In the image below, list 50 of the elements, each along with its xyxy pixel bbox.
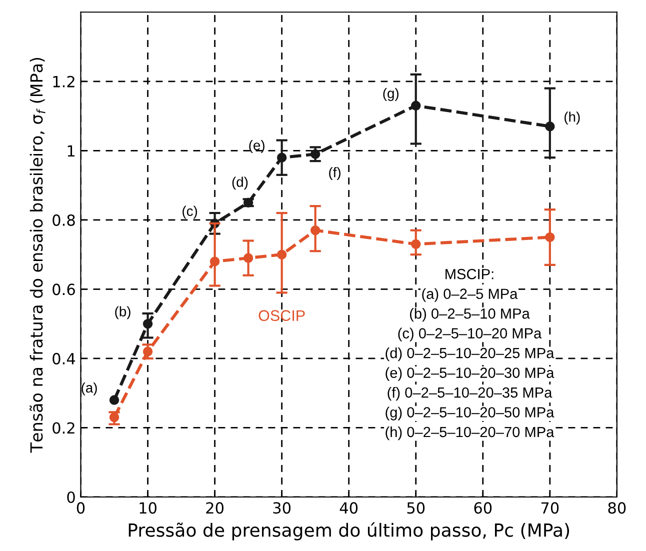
y-tick-label: 0.2 — [52, 422, 74, 434]
text: OSCIP — [258, 310, 305, 322]
x-tick-label: 40 — [340, 502, 358, 514]
x-tick-label: 50 — [407, 502, 425, 514]
annotation: (e) — [249, 140, 264, 153]
annotation: (f) 0–2–5–10–20–35 MPa — [388, 386, 552, 401]
annotation: MSCIP: — [446, 268, 494, 280]
annotation: (g) 0–2–5–10–20–50 MPa — [386, 406, 554, 420]
y-axis-title: Tensão na fratura do ensaio brasileiro, σ$_{f}$ (MPa) — [30, 58, 46, 453]
point — [545, 122, 555, 132]
y-tick-label: 0 — [67, 491, 75, 504]
point — [243, 253, 254, 263]
annotation: (h) 0–2–5–10–20–70 MPa — [386, 426, 554, 440]
annotation: (b) 0–2–5–10 MPa — [410, 308, 530, 322]
x-tick-label: 60 — [474, 502, 492, 514]
point — [310, 149, 320, 159]
point — [142, 346, 153, 356]
point — [545, 232, 555, 242]
point — [109, 395, 120, 405]
x-axis-title: Pressão de prensagem do último passo, Pc (MPa) — [128, 522, 570, 540]
annotation: (a) 0–2–5 MPa — [422, 288, 518, 302]
y-tick-label: 0.8 — [52, 214, 75, 226]
x-tick-label: 0 — [76, 502, 85, 514]
point — [411, 239, 421, 250]
annotation: (c) — [182, 206, 198, 219]
annotation: (d) 0–2–5–10–20–25 MPa — [386, 348, 554, 362]
point — [109, 412, 120, 422]
point — [310, 225, 320, 236]
x-tick-label: 20 — [206, 502, 224, 514]
y-tick-label: 0.6 — [52, 284, 75, 296]
x-tick-label: 10 — [140, 502, 156, 514]
x-tick-label: 30 — [273, 502, 291, 514]
point — [276, 152, 287, 162]
point — [142, 318, 153, 329]
y-tick-label: 1.2 — [53, 76, 74, 88]
annotation: (c) 0–2–5–10–20 MPa — [398, 328, 542, 342]
annotation: (f) — [329, 167, 340, 180]
y-tick-label: 0.4 — [52, 352, 76, 364]
x-tick-label: 70 — [541, 502, 559, 514]
annotation: (b) — [115, 306, 130, 320]
annotation: (e) 0–2–5–10–20–30 MPa — [386, 367, 554, 381]
annotation: (g) — [383, 88, 398, 101]
annotation: (h) — [564, 112, 580, 125]
y-tick-label: 1 — [68, 145, 74, 156]
annotation: (a) — [82, 382, 97, 396]
point — [210, 256, 220, 266]
point — [276, 250, 287, 260]
x-tick-label: 80 — [608, 502, 626, 514]
annotation: (d) — [232, 176, 248, 190]
point — [411, 100, 421, 110]
